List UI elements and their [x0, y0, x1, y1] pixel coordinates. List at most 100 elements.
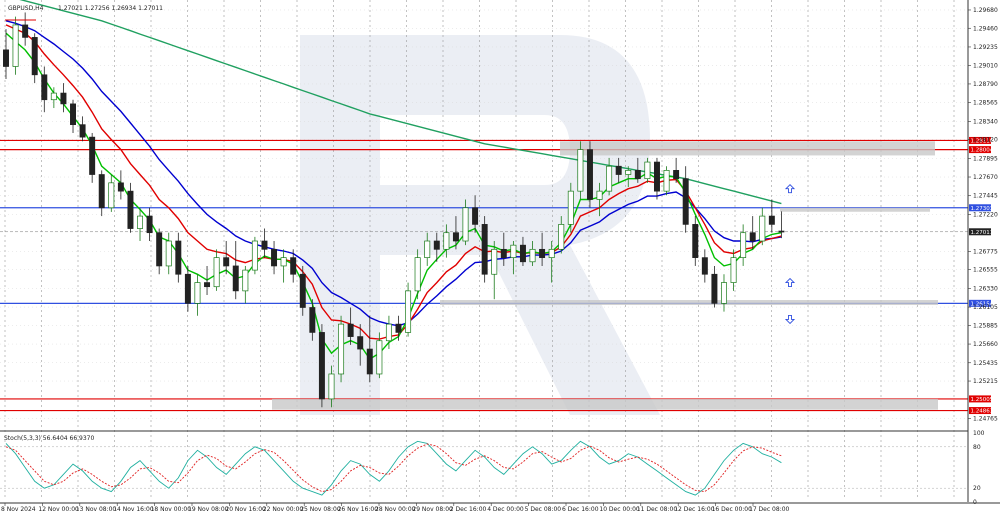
candle	[462, 199, 469, 246]
candle-body	[682, 178, 689, 225]
candle	[242, 265, 249, 304]
candle-body	[347, 323, 354, 337]
candle-body	[309, 307, 316, 333]
signal-arrows	[5, 19, 796, 325]
candle-body	[117, 182, 124, 192]
candle	[625, 166, 632, 187]
candle	[41, 66, 48, 113]
candle	[79, 116, 86, 142]
candle	[299, 265, 306, 316]
candle-body	[175, 240, 182, 275]
time-tick-label: 4 Dec 00:00	[487, 506, 524, 513]
candle	[701, 249, 708, 283]
candle	[481, 216, 488, 283]
price-tick-label: 1.25660	[973, 341, 998, 348]
candle	[50, 87, 57, 109]
candle-body	[338, 323, 345, 375]
candle-body	[721, 282, 727, 304]
candle	[721, 274, 727, 312]
level-zones	[272, 141, 938, 410]
time-tick-label: 18 Nov 00:00	[151, 506, 192, 513]
candle	[500, 232, 507, 266]
candle-body	[70, 103, 76, 126]
candle-body	[644, 161, 651, 180]
price-tick-label: 1.27895	[973, 155, 998, 162]
candle-body	[424, 240, 431, 258]
candle-body	[692, 224, 699, 258]
candle	[137, 207, 144, 242]
candle-body	[615, 165, 622, 175]
candle	[615, 157, 622, 183]
candle-body	[663, 170, 670, 192]
candle	[730, 249, 737, 291]
candle	[692, 216, 699, 266]
arrow-up-icon	[784, 277, 796, 288]
price-tick-label: 1.27445	[973, 193, 998, 200]
stoch-level-label: 80	[973, 444, 981, 451]
stochastic-panel: 10080200	[0, 430, 985, 506]
price-tick-label: 1.29460	[973, 25, 998, 32]
time-tick-label: 28 Nov 00:00	[375, 506, 416, 513]
candle-body	[500, 248, 507, 258]
time-tick-label: 10 Dec 00:00	[599, 506, 640, 513]
stoch-main-line	[5, 440, 782, 496]
price-tick-label: 1.28790	[973, 81, 998, 88]
candle	[663, 166, 670, 196]
candle-body	[299, 273, 306, 308]
candle	[213, 249, 220, 291]
candle	[749, 216, 756, 250]
candle-body	[481, 224, 488, 275]
time-tick-label: 25 Nov 08:00	[300, 506, 341, 513]
candle	[31, 33, 38, 84]
candle-body	[634, 170, 641, 180]
candle	[472, 195, 479, 233]
candle	[414, 249, 421, 300]
candle-body	[653, 161, 660, 192]
candle	[156, 228, 163, 275]
price-tick-label: 1.25435	[973, 360, 998, 367]
candle-body	[567, 190, 574, 225]
candle	[290, 249, 297, 283]
candle-body	[12, 24, 19, 67]
broker-logo-watermark	[300, 35, 660, 415]
time-tick-label: 22 Nov 00:00	[263, 506, 304, 513]
candle	[165, 232, 172, 275]
candle	[491, 241, 498, 300]
candle	[452, 216, 459, 250]
candle	[309, 299, 316, 341]
candle-body	[462, 207, 469, 242]
price-tick-label: 1.25885	[973, 322, 998, 329]
candle	[558, 216, 565, 254]
time-tick-label: 29 Nov 08:00	[412, 506, 453, 513]
candle	[204, 265, 211, 296]
candlesticks[interactable]	[3, 12, 785, 408]
candle	[60, 83, 67, 113]
candle	[22, 12, 29, 46]
time-tick-label: 5 Dec 08:00	[525, 506, 562, 513]
price-tick-label: 1.28565	[973, 100, 998, 107]
price-level-tag-box	[969, 136, 991, 144]
price-tick-label: 1.29235	[973, 44, 998, 51]
candle	[644, 157, 651, 183]
candle	[682, 166, 689, 233]
candle-body	[491, 248, 498, 275]
candle-body	[146, 215, 153, 234]
candle-body	[50, 92, 57, 101]
time-tick-label: 19 Nov 08:00	[188, 506, 229, 513]
price-level-tag-box	[969, 146, 991, 154]
candle	[223, 241, 230, 275]
candle-body	[213, 257, 220, 288]
time-tick-label: 12 Dec 16:00	[674, 506, 715, 513]
price-level-tag-text: 1.25005	[971, 397, 994, 403]
candle-body	[223, 257, 230, 267]
candle-body	[89, 136, 96, 175]
price-level-tag: 1.25005	[969, 395, 994, 403]
candle	[634, 157, 641, 183]
current-price-tag-box	[969, 228, 991, 236]
price-level-tag-text: 1.26154	[971, 301, 994, 307]
price-tick-label: 1.27670	[973, 174, 998, 181]
candle	[519, 236, 526, 266]
